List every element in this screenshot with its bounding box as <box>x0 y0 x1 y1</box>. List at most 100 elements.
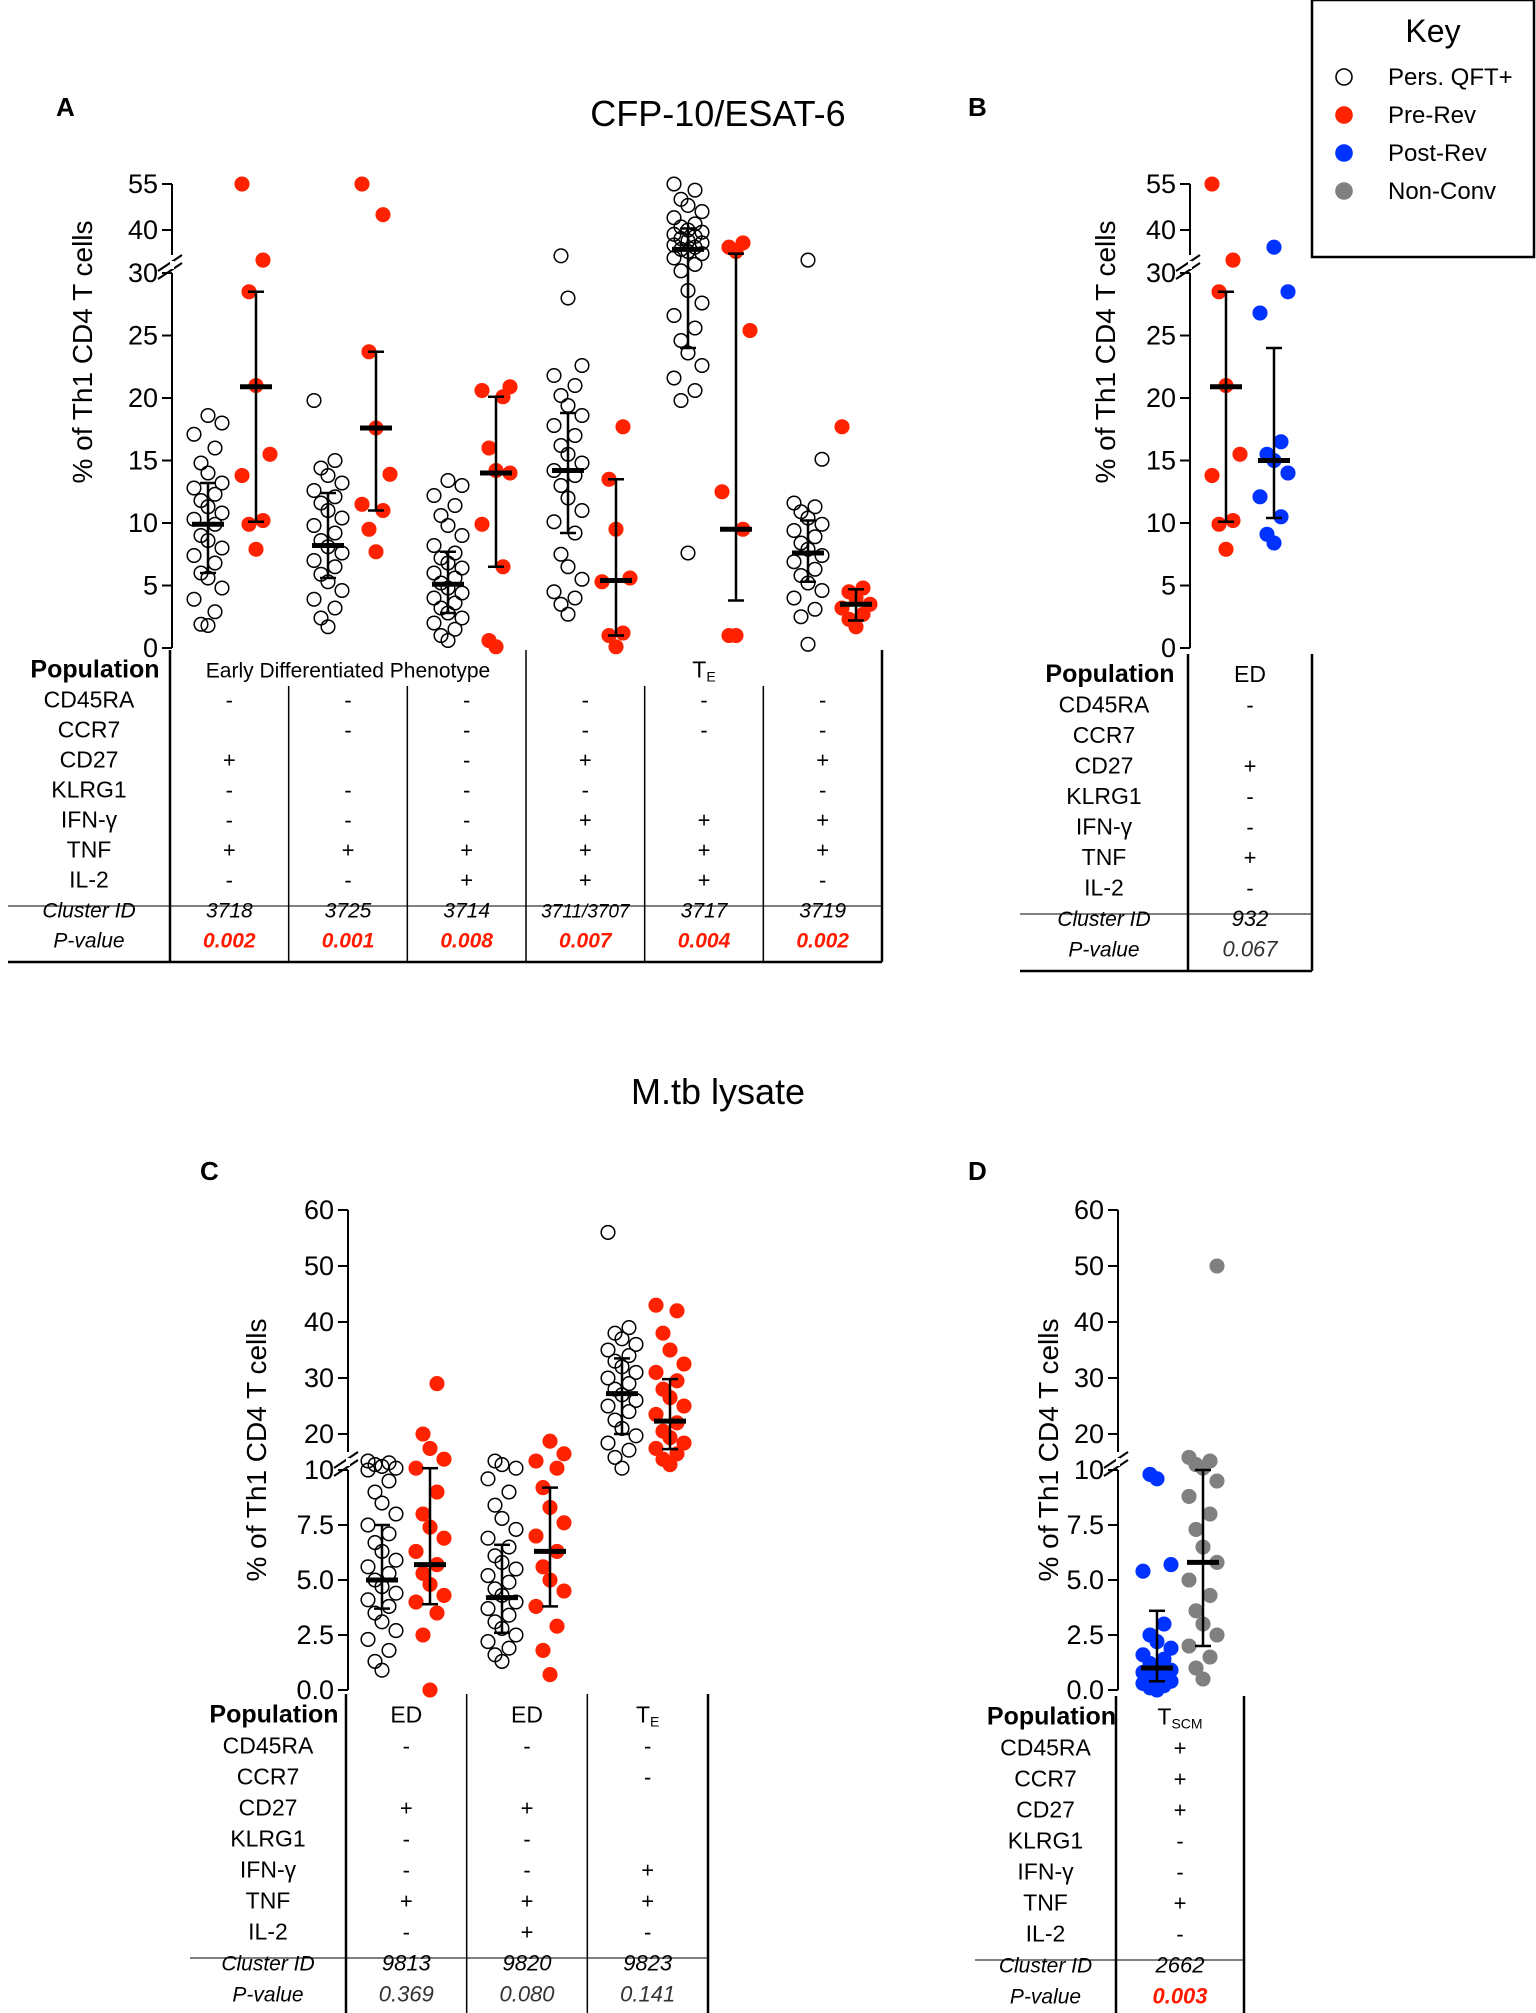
row-label-5: IFN-γ <box>240 1856 297 1882</box>
data-point <box>388 1623 404 1639</box>
data-point <box>186 480 202 496</box>
marker-cell: - <box>523 1826 530 1851</box>
data-point <box>628 1336 644 1352</box>
population-label: ED <box>390 1701 422 1727</box>
data-point <box>666 370 682 386</box>
data-point <box>621 1348 637 1364</box>
data-point <box>607 1412 623 1428</box>
data-point <box>494 1510 510 1526</box>
marker-cell: - <box>819 688 826 713</box>
key-label-0: Pers. QFT+ <box>1388 64 1513 91</box>
data-point <box>313 610 329 626</box>
data-point <box>426 487 442 504</box>
data-point <box>600 1370 616 1386</box>
data-point <box>1202 1587 1218 1603</box>
data-point <box>415 1506 431 1522</box>
data-point <box>687 216 703 232</box>
marker-cell: - <box>1176 1921 1183 1946</box>
data-point <box>429 1605 445 1621</box>
data-point <box>454 560 470 576</box>
data-point <box>248 541 264 557</box>
data-point <box>480 1568 496 1584</box>
row-label-6: TNF <box>1023 1889 1068 1915</box>
data-point <box>607 1449 623 1465</box>
data-point <box>546 514 562 530</box>
marker-cell: - <box>344 868 351 893</box>
row-label-5: IFN-γ <box>1017 1858 1074 1884</box>
row-label-9: P-value <box>1010 1985 1081 2008</box>
marker-cell: + <box>400 1888 413 1913</box>
data-point <box>501 1484 517 1500</box>
y-tick-label: 20 <box>1146 383 1176 413</box>
marker-cell: - <box>403 1919 410 1944</box>
y-tick-label: 30 <box>1146 258 1176 288</box>
data-point <box>440 472 456 489</box>
axis-break-gap <box>1116 1458 1120 1466</box>
data-point <box>374 1458 390 1474</box>
population-label-text: ED <box>390 1701 422 1727</box>
data-point <box>807 529 823 545</box>
marker-cell: + <box>1244 845 1257 870</box>
data-point <box>480 1471 496 1487</box>
population-label-text: T <box>1157 1703 1171 1729</box>
population-label-sub: E <box>650 1713 659 1729</box>
marker-cell: + <box>223 838 236 863</box>
cluster-id: 9813 <box>382 1950 432 1975</box>
data-point <box>655 1325 671 1341</box>
data-point <box>481 440 497 456</box>
data-point <box>814 451 830 467</box>
marker-cell: + <box>460 868 473 893</box>
population-label-text: ED <box>511 1701 543 1727</box>
data-point <box>388 1552 404 1568</box>
data-point <box>502 379 518 395</box>
data-point <box>501 1574 517 1590</box>
data-point <box>1202 1453 1218 1469</box>
panel-label-b: B <box>968 92 987 122</box>
data-point <box>721 239 737 255</box>
data-point <box>1135 1563 1151 1579</box>
row-label-4: KLRG1 <box>1008 1827 1083 1853</box>
p-value: 0.369 <box>379 1981 434 2006</box>
data-point <box>487 1453 503 1469</box>
data-point <box>648 1364 664 1380</box>
data-point <box>374 1495 390 1511</box>
row-label-2: CCR7 <box>237 1763 300 1789</box>
data-point <box>327 600 343 616</box>
y-tick-label: 2.5 <box>1066 1620 1104 1650</box>
data-point <box>447 621 463 637</box>
data-point <box>814 516 830 532</box>
key-label-1: Pre-Rev <box>1388 102 1476 129</box>
marker-cell: - <box>1246 692 1253 717</box>
data-point <box>549 1618 565 1634</box>
data-point <box>367 1605 383 1621</box>
data-point <box>388 1506 404 1522</box>
data-point <box>1225 252 1241 268</box>
cluster-id: 9820 <box>503 1950 553 1975</box>
data-point <box>742 322 758 339</box>
data-point <box>687 382 703 399</box>
data-point <box>381 1455 397 1471</box>
marker-cell: + <box>579 838 592 863</box>
data-point <box>680 545 696 561</box>
data-point <box>306 482 322 499</box>
marker-cell: + <box>1174 1797 1187 1822</box>
axis-break-mark <box>1103 1459 1129 1477</box>
marker-cell: + <box>342 838 355 863</box>
data-point <box>360 1453 376 1469</box>
p-value: 0.004 <box>678 930 731 953</box>
data-point <box>454 477 470 494</box>
data-point <box>786 554 802 570</box>
y-tick-label: 30 <box>128 258 158 288</box>
y-tick-label: 10 <box>1074 1455 1104 1485</box>
data-point <box>662 1342 678 1358</box>
row-label-4: KLRG1 <box>51 777 126 803</box>
y-tick-label: 25 <box>128 321 158 351</box>
marker-cell: + <box>816 838 829 863</box>
key-marker-2 <box>1335 144 1353 162</box>
row-label-8: Cluster ID <box>999 1954 1092 1977</box>
data-point <box>1204 467 1220 484</box>
data-point <box>655 1451 671 1467</box>
marker-cell: - <box>523 1733 530 1758</box>
data-point <box>508 1460 524 1476</box>
data-point <box>408 1594 424 1610</box>
